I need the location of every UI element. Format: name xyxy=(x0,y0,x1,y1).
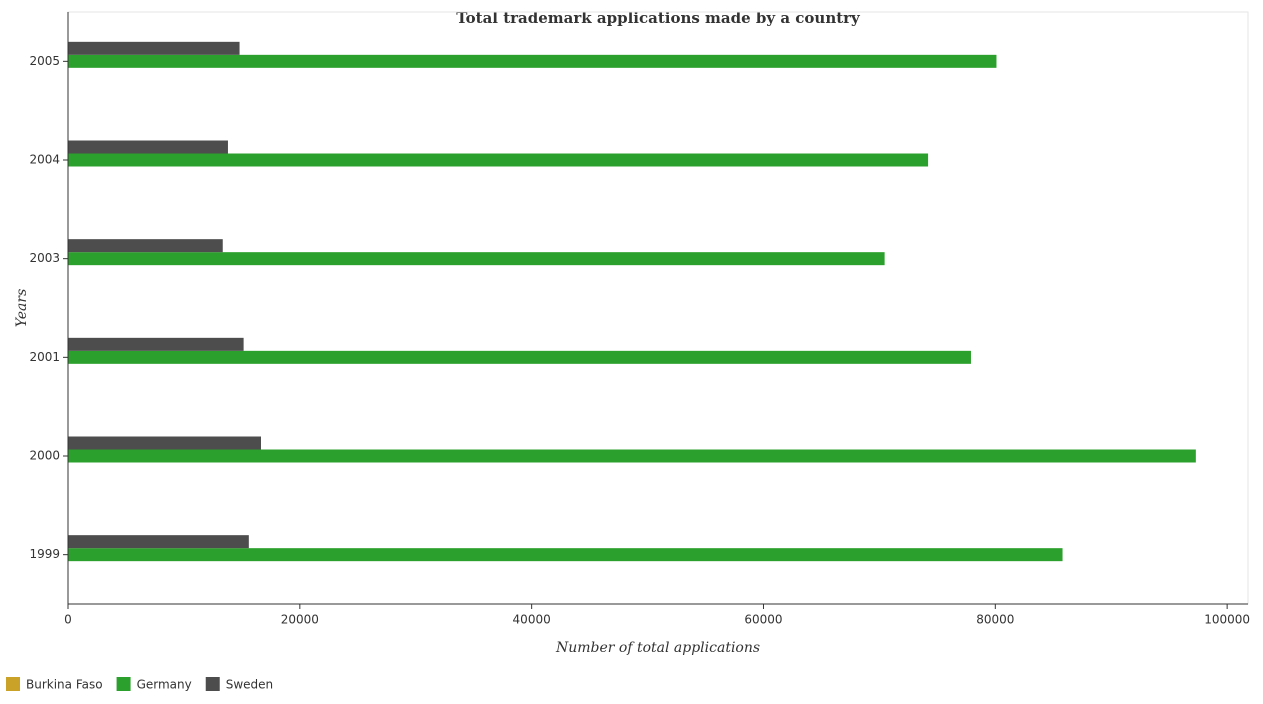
legend-swatch xyxy=(6,677,20,691)
bar xyxy=(68,437,261,450)
legend-label: Burkina Faso xyxy=(26,678,103,692)
legend-swatch xyxy=(206,677,220,691)
x-tick-label: 40000 xyxy=(513,613,551,627)
y-tick-label: 2001 xyxy=(29,350,60,364)
legend-swatch xyxy=(117,677,131,691)
x-tick-label: 60000 xyxy=(744,613,782,627)
x-tick-label: 20000 xyxy=(281,613,319,627)
bar xyxy=(68,351,971,364)
legend-label: Germany xyxy=(137,678,192,692)
bar xyxy=(68,239,223,252)
x-tick-label: 80000 xyxy=(976,613,1014,627)
x-tick-label: 100000 xyxy=(1204,613,1250,627)
y-axis-label: Years xyxy=(14,289,30,328)
legend-label: Sweden xyxy=(226,678,273,692)
bar xyxy=(68,548,1063,561)
bar xyxy=(68,154,928,167)
y-tick-label: 2005 xyxy=(29,54,60,68)
plot-frame xyxy=(68,12,1248,604)
x-axis-label: Number of total applications xyxy=(555,640,760,656)
x-tick-label: 0 xyxy=(64,613,72,627)
y-tick-label: 2004 xyxy=(29,153,60,167)
bar xyxy=(68,338,244,351)
bar xyxy=(68,42,240,55)
y-tick-label: 2003 xyxy=(29,251,60,265)
bar xyxy=(68,141,228,154)
y-tick-label: 2000 xyxy=(29,449,60,463)
bar xyxy=(68,450,1196,463)
bar xyxy=(68,535,249,548)
y-tick-label: 1999 xyxy=(29,547,60,561)
bar xyxy=(68,252,885,265)
bar xyxy=(68,55,996,68)
